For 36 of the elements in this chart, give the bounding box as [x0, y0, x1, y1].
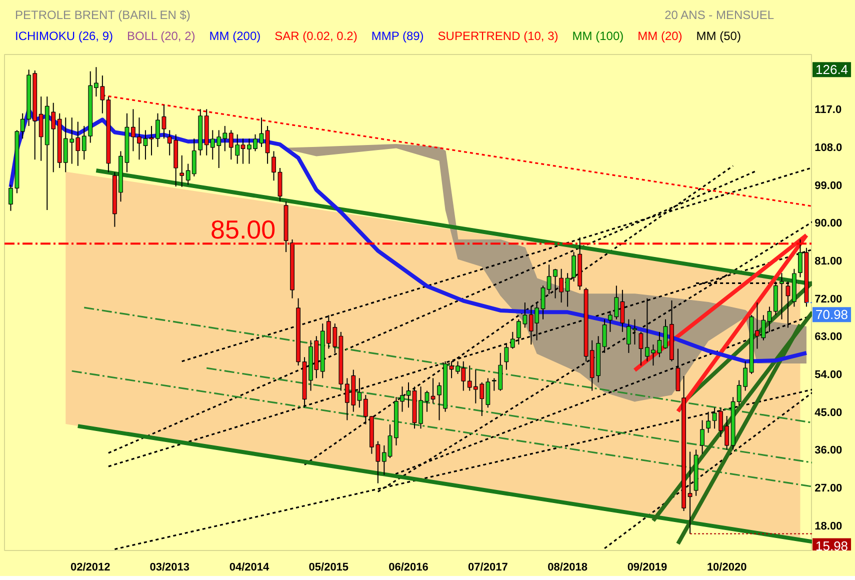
y-tick-label: 63.00 [814, 331, 842, 344]
text: MM (100) [572, 29, 624, 44]
y-tick-label: 36.00 [814, 444, 842, 457]
y-tick-label: 45.00 [814, 406, 842, 419]
annotation: 70.98 [816, 307, 848, 322]
y-tick-label: 72.00 [814, 293, 842, 306]
y-tick-label: 117.0 [814, 104, 842, 116]
text: SAR (0.02, 0.2) [274, 29, 358, 44]
text: MM (200) [209, 29, 261, 44]
y-tick-label: 99.00 [814, 180, 842, 192]
y-tick-label: 90.00 [814, 218, 842, 230]
x-tick-label: 05/2015 [308, 562, 349, 574]
x-tick-label: 03/2013 [150, 562, 190, 574]
text: MM (50) [696, 29, 741, 44]
text: MM (20) [638, 29, 682, 44]
x-tick-label: 07/2017 [468, 562, 508, 574]
annotation: 15.98 [816, 538, 848, 554]
y-tick-label: 108.0 [814, 142, 842, 154]
y-tick-label: 27.00 [814, 482, 842, 494]
text: ICHIMOKU (26, 9) [15, 29, 114, 44]
x-tick-label: 08/2018 [548, 562, 588, 574]
x-tick-label: 02/2012 [70, 562, 110, 574]
y-tick-label: 54.00 [814, 368, 842, 381]
ref-line-label: 85.00 [210, 214, 276, 245]
y-tick-label: 18.00 [814, 520, 842, 532]
text: BOLL (20, 2) [127, 29, 196, 44]
chart-title: PETROLE BRENT (BARIL EN $) [15, 7, 190, 24]
y-tick-label: 81.00 [814, 255, 842, 268]
x-tick-label: 09/2019 [627, 562, 668, 574]
chart-subtitle: 20 ANS - MENSUEL [664, 7, 774, 24]
text: SUPERTREND (10, 3) [438, 29, 558, 44]
x-tick-label: 06/2016 [388, 562, 428, 574]
x-tick-label: 04/2014 [229, 562, 270, 574]
x-tick-label: 10/2020 [706, 562, 747, 574]
annotation: 126.4 [816, 62, 848, 78]
text: MMP (89) [371, 29, 424, 44]
